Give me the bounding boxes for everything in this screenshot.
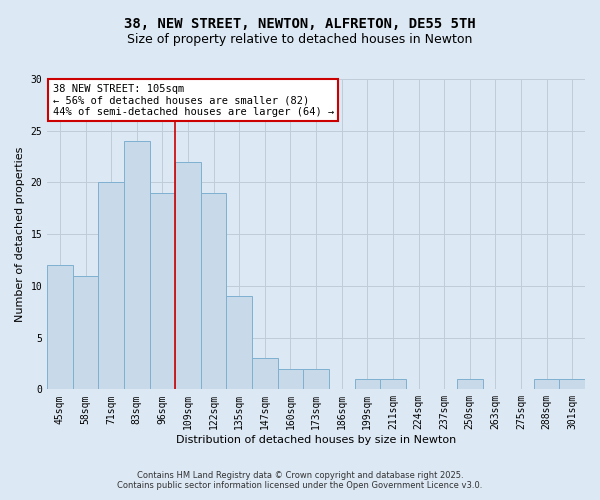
Bar (124, 141, 149, 390)
Bar (457, 379, 482, 390)
Text: 38 NEW STREET: 105sqm
← 56% of detached houses are smaller (82)
44% of semi-deta: 38 NEW STREET: 105sqm ← 56% of detached … (53, 84, 334, 117)
Text: Contains HM Land Registry data © Crown copyright and database right 2025.
Contai: Contains HM Land Registry data © Crown c… (118, 470, 482, 490)
Bar (534, 379, 559, 390)
Bar (355, 379, 380, 390)
Bar (98, 182, 124, 390)
Bar (303, 368, 329, 390)
Text: 38, NEW STREET, NEWTON, ALFRETON, DE55 5TH: 38, NEW STREET, NEWTON, ALFRETON, DE55 5… (124, 18, 476, 32)
Bar (252, 358, 278, 390)
Bar (73, 276, 98, 390)
Bar (278, 368, 303, 390)
Y-axis label: Number of detached properties: Number of detached properties (15, 146, 25, 322)
Bar (559, 379, 585, 390)
Bar (201, 193, 226, 390)
Text: Size of property relative to detached houses in Newton: Size of property relative to detached ho… (127, 32, 473, 46)
Bar (380, 379, 406, 390)
Bar (175, 162, 201, 390)
Bar (226, 296, 252, 390)
Bar (149, 193, 175, 390)
Bar (47, 265, 73, 390)
X-axis label: Distribution of detached houses by size in Newton: Distribution of detached houses by size … (176, 435, 456, 445)
